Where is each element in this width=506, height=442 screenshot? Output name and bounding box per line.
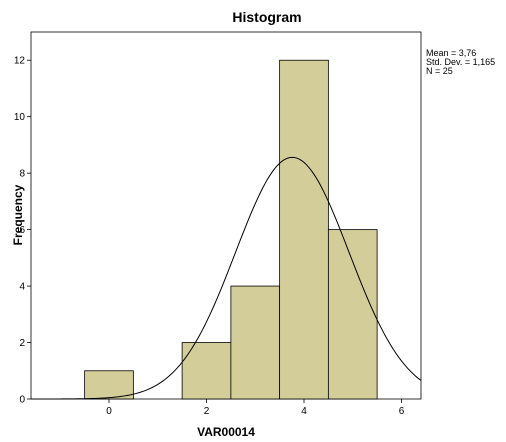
x-axis-label: VAR00014 (197, 425, 255, 439)
y-axis-label: Frequency (11, 184, 25, 245)
stats-mean: Mean = 3,76 (426, 48, 476, 58)
y-tick-label-12: 12 (14, 56, 26, 67)
histogram-bar-0 (84, 370, 134, 400)
bars-group (84, 59, 378, 400)
stats-legend: Mean = 3,76 Std. Dev. = 1,165 N = 25 (426, 48, 495, 76)
histogram-bar-2 (181, 342, 232, 400)
x-tick-label-6: 6 (399, 406, 405, 417)
stats-n: N = 25 (426, 66, 453, 76)
y-tick-label-6: 6 (19, 225, 25, 236)
x-tick-label-0: 0 (106, 406, 112, 417)
y-tick-label-10: 10 (14, 112, 26, 123)
y-tick-label-4: 4 (19, 282, 25, 293)
y-tick-label-0: 0 (19, 395, 25, 406)
histogram-bar-5 (327, 229, 378, 400)
chart-title: Histogram (232, 9, 301, 25)
y-tick-label-2: 2 (19, 338, 25, 349)
y-tick-label-8: 8 (19, 169, 25, 180)
x-tick-label-2: 2 (204, 406, 210, 417)
normal-curve (31, 156, 422, 400)
histogram-bar-3 (230, 285, 281, 400)
x-axis: 0 2 4 6 (106, 399, 405, 417)
y-axis: 0 2 4 6 8 10 12 (14, 56, 31, 406)
histogram-bar-4 (279, 59, 329, 400)
x-tick-label-4: 4 (301, 406, 307, 417)
stats-std-dev: Std. Dev. = 1,165 (426, 57, 495, 67)
